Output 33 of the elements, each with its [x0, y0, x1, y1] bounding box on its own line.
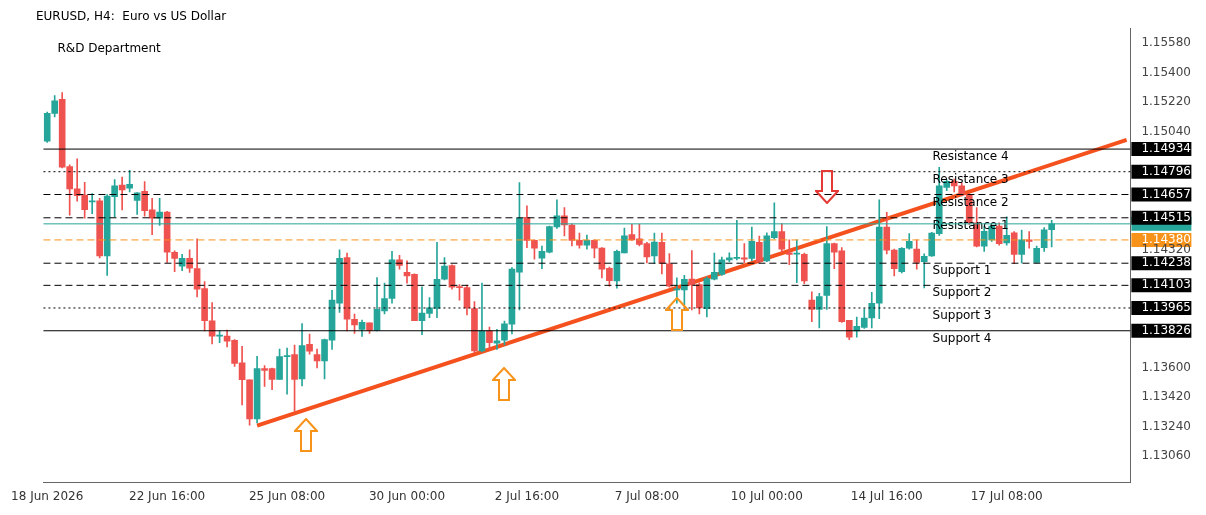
- x-tick-label: 14 Jul 16:00: [850, 488, 923, 503]
- x-tick-label: 17 Jul 08:00: [970, 488, 1043, 503]
- y-tick-label: 1.13965: [1141, 300, 1191, 315]
- ref-line-label: Resistance 4: [932, 149, 1009, 164]
- ref-line-label: Support 2: [932, 285, 992, 300]
- x-tick-label: 18 Jun 2026: [11, 488, 84, 503]
- y-tick-label: 1.15040: [1141, 123, 1191, 138]
- y-tick-label: 1.14515: [1141, 209, 1191, 224]
- y-tick-label: 1.13420: [1141, 389, 1191, 404]
- y-tick-label: 1.13826: [1141, 322, 1191, 337]
- x-tick-label: 25 Jun 08:00: [248, 488, 326, 503]
- y-tick-label: 1.13240: [1141, 418, 1191, 433]
- y-tick-label: 1.14238: [1141, 255, 1191, 270]
- y-tick-label: 1.14934: [1141, 141, 1191, 156]
- ref-line-label: Support 3: [932, 308, 992, 323]
- x-tick-label: 30 Jun 00:00: [368, 488, 446, 503]
- y-tick-label: 1.15220: [1141, 94, 1191, 109]
- x-tick-label: 7 Jul 08:00: [614, 488, 680, 503]
- ref-line-label: Support 1: [932, 263, 992, 278]
- candlestick: [793, 239, 801, 283]
- y-tick-label: 1.14796: [1141, 163, 1191, 178]
- x-tick-label: 2 Jul 16:00: [494, 488, 560, 503]
- y-tick-label: 1.14657: [1141, 186, 1191, 201]
- y-tick-label: 1.14103: [1141, 277, 1191, 292]
- chart-title: EURUSD, H4: Euro vs US Dollar: [36, 9, 227, 24]
- ref-line-label: Support 4: [932, 330, 992, 345]
- y-tick-label: 1.15400: [1141, 64, 1191, 79]
- annotation: R&D Department: [57, 40, 162, 55]
- y-tick-label: 1.15580: [1141, 35, 1191, 50]
- y-tick-label: 1.13600: [1141, 359, 1191, 374]
- x-tick-label: 22 Jun 16:00: [129, 488, 206, 503]
- x-tick-label: 10 Jul 00:00: [730, 488, 803, 503]
- y-tick-label: 1.13060: [1141, 448, 1191, 463]
